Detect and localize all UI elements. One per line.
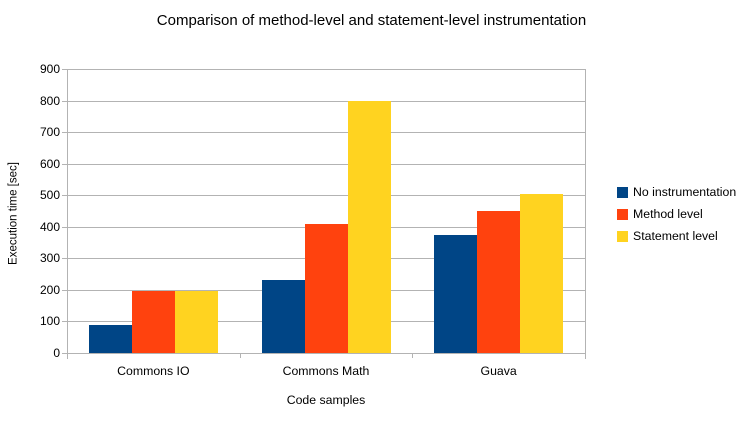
legend-item: Method level	[617, 203, 736, 225]
y-tick-label: 700	[39, 125, 60, 140]
y-tick-label: 300	[39, 251, 60, 266]
plot-right-border	[585, 69, 586, 359]
y-axis-tick	[62, 321, 67, 323]
bar-method-level	[304, 223, 348, 353]
x-category-label: Guava	[480, 364, 517, 378]
y-axis-tick	[62, 100, 67, 102]
legend-swatch	[617, 186, 628, 198]
bar-method-level	[477, 211, 521, 353]
y-gridline	[67, 163, 585, 165]
y-gridline	[67, 100, 585, 102]
y-axis-line	[67, 69, 68, 359]
y-gridline	[67, 353, 585, 354]
x-axis-tick	[412, 353, 414, 358]
y-axis-tick	[62, 69, 67, 70]
y-tick-label: 400	[39, 219, 60, 234]
bar-no-instrumentation	[88, 325, 132, 353]
bar-method-level	[131, 291, 175, 353]
y-axis-tick	[62, 289, 67, 291]
plot-area	[67, 69, 585, 354]
bar-statement-level	[520, 193, 564, 353]
y-tick-label: 600	[39, 156, 60, 171]
legend: No instrumentation Method level Statement …	[617, 181, 736, 247]
y-gridline	[67, 132, 585, 134]
y-tick-label: 500	[39, 188, 60, 203]
y-axis-tick	[62, 258, 67, 260]
x-axis-tick	[585, 353, 586, 358]
y-axis-tick	[62, 163, 67, 165]
y-axis-tick	[62, 226, 67, 228]
x-axis-tick	[239, 353, 241, 358]
chart-title: Comparison of method-level and statement…	[156, 12, 587, 29]
legend-swatch	[617, 230, 628, 242]
x-category-label: Commons IO	[117, 364, 190, 378]
bar-no-instrumentation	[434, 234, 478, 353]
y-tick-label: 200	[39, 282, 60, 297]
y-tick-label: 900	[39, 62, 60, 76]
x-category-label: Commons Math	[282, 364, 370, 378]
legend-label: Method level	[633, 207, 703, 221]
bar-no-instrumentation	[261, 280, 305, 353]
x-axis-title: Code samples	[286, 393, 366, 407]
y-tick-label: 0	[53, 346, 60, 360]
y-axis-tick	[62, 353, 67, 354]
legend-label: Statement level	[633, 229, 718, 243]
bar-statement-level	[174, 291, 218, 353]
y-axis-tick	[62, 132, 67, 134]
legend-swatch	[617, 208, 628, 220]
y-tick-label: 800	[39, 93, 60, 108]
y-axis-tick	[62, 195, 67, 197]
legend-label: No instrumentation	[633, 185, 737, 199]
legend-item: Statement level	[617, 225, 736, 247]
y-gridline	[67, 195, 585, 197]
y-gridline	[67, 69, 585, 70]
y-tick-label: 100	[39, 314, 60, 329]
bar-statement-level	[347, 100, 391, 353]
legend-item: No instrumentation	[617, 181, 736, 203]
x-axis-tick	[67, 353, 68, 358]
